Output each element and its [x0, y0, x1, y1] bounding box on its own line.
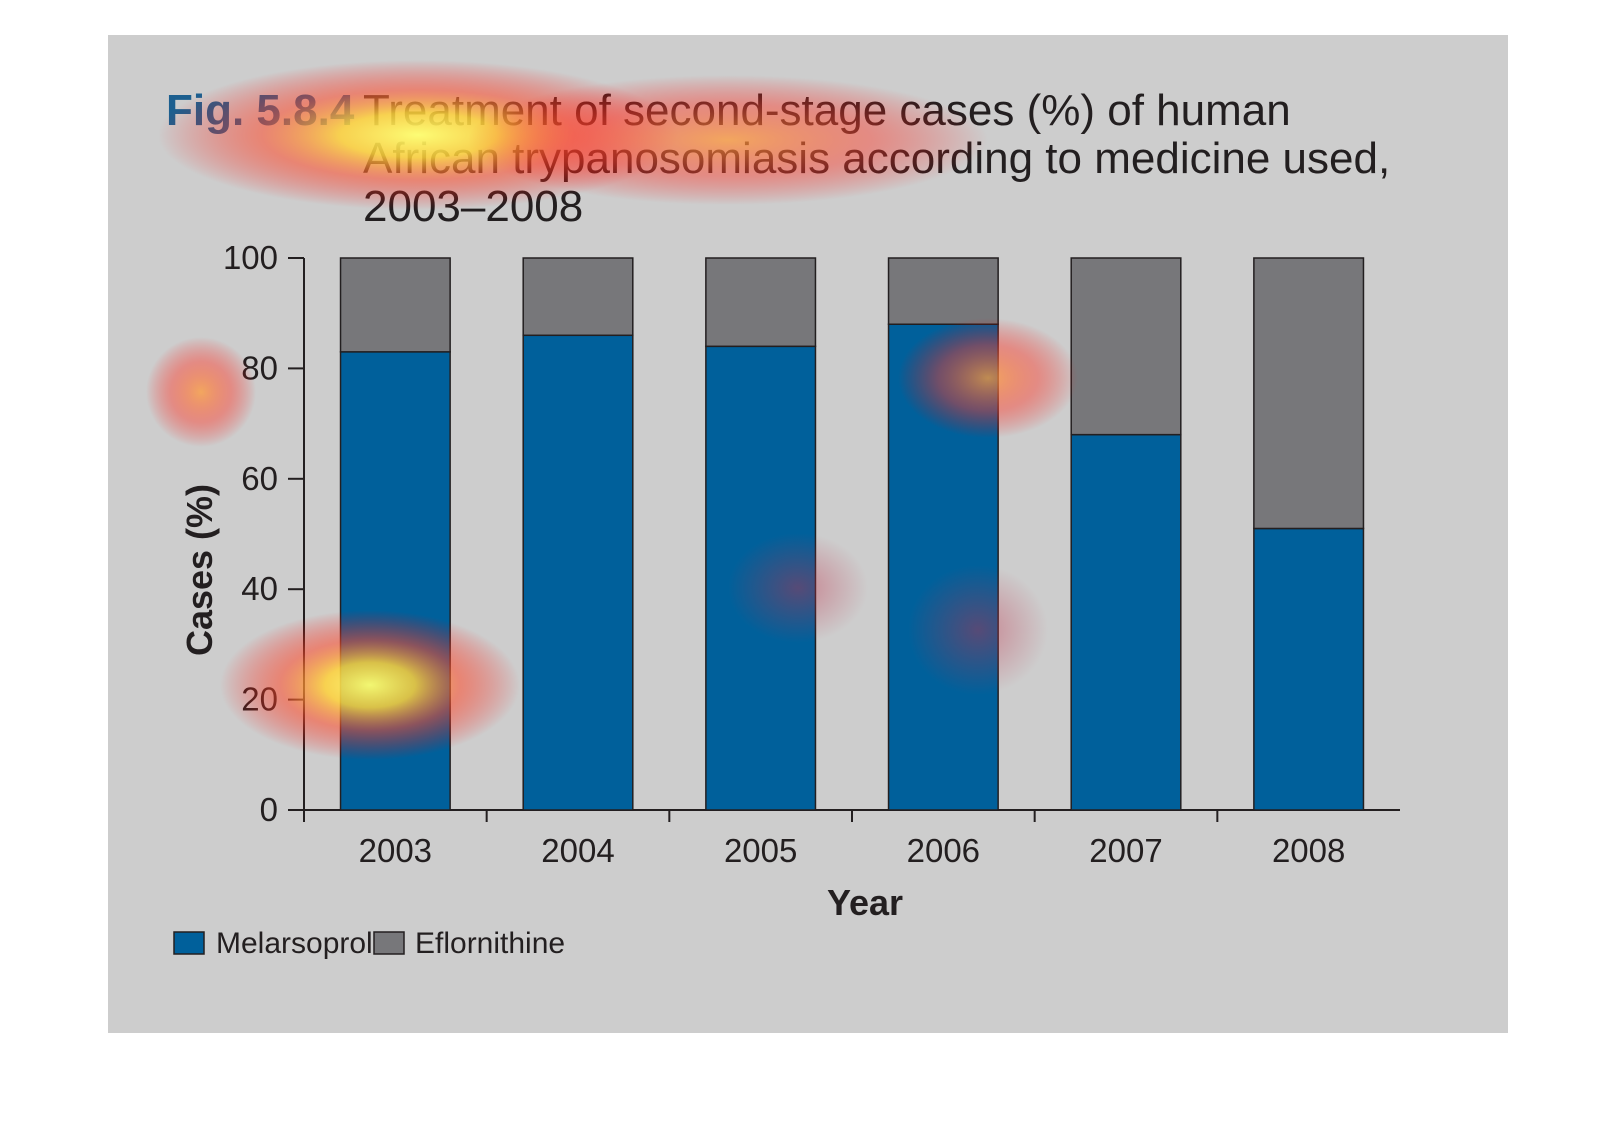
bar-eflornithine-2005	[705, 257, 817, 348]
bar-eflornithine-2006	[887, 257, 999, 325]
bar-eflornithine-2007	[1070, 257, 1182, 436]
y-tick-label: 80	[241, 349, 278, 386]
y-axis-title: Cases (%)	[179, 484, 220, 656]
bar-eflornithine-2004	[522, 257, 634, 337]
figure-title-line-1: Treatment of second-stage cases (%) of h…	[363, 86, 1291, 135]
figure-title-line-2: African trypanosomiasis according to med…	[363, 134, 1390, 183]
figure-label: Fig. 5.8.4	[166, 86, 355, 135]
bar-melarsoprol-2007	[1070, 433, 1182, 811]
bar-melarsoprol-2006	[887, 323, 999, 811]
x-tick-label: 2006	[907, 832, 980, 869]
figure-title-line-3: 2003–2008	[363, 182, 583, 231]
bar-melarsoprol-2003	[339, 351, 451, 811]
x-tick-label: 2004	[541, 832, 614, 869]
legend-swatch-eflornithine	[373, 931, 405, 955]
y-tick-label: 0	[260, 791, 278, 828]
bar-eflornithine-2008	[1253, 257, 1365, 530]
y-tick-label: 100	[223, 239, 278, 276]
bar-melarsoprol-2005	[705, 345, 817, 811]
x-tick-label: 2008	[1272, 832, 1345, 869]
legend: Melarsoprol Eflornithine	[173, 927, 565, 960]
x-axis-title: Year	[827, 882, 903, 923]
y-tick-label: 20	[241, 681, 278, 718]
x-tick-label: 2003	[359, 832, 432, 869]
x-tick-label: 2005	[724, 832, 797, 869]
bars	[339, 257, 1365, 811]
y-tick-label: 60	[241, 460, 278, 497]
bar-melarsoprol-2004	[522, 334, 634, 811]
legend-label-eflornithine: Eflornithine	[415, 927, 565, 960]
legend-swatch-melarsoprol	[173, 931, 205, 955]
y-axis: 0 20 40 60 80 100	[223, 239, 305, 828]
x-tick-label: 2007	[1089, 832, 1162, 869]
heat-blob-yaxis-80	[146, 337, 256, 447]
legend-label-melarsoprol: Melarsoprol	[216, 927, 373, 960]
bar-melarsoprol-2008	[1253, 527, 1365, 811]
y-tick-label: 40	[241, 570, 278, 607]
x-axis: 2003 2004 2005 2006 2007 2008	[288, 809, 1400, 869]
figure-panel: Fig. 5.8.4 Treatment of second-stage cas…	[108, 35, 1508, 1033]
bar-eflornithine-2003	[339, 257, 451, 353]
chart-svg: Fig. 5.8.4 Treatment of second-stage cas…	[146, 60, 1400, 960]
